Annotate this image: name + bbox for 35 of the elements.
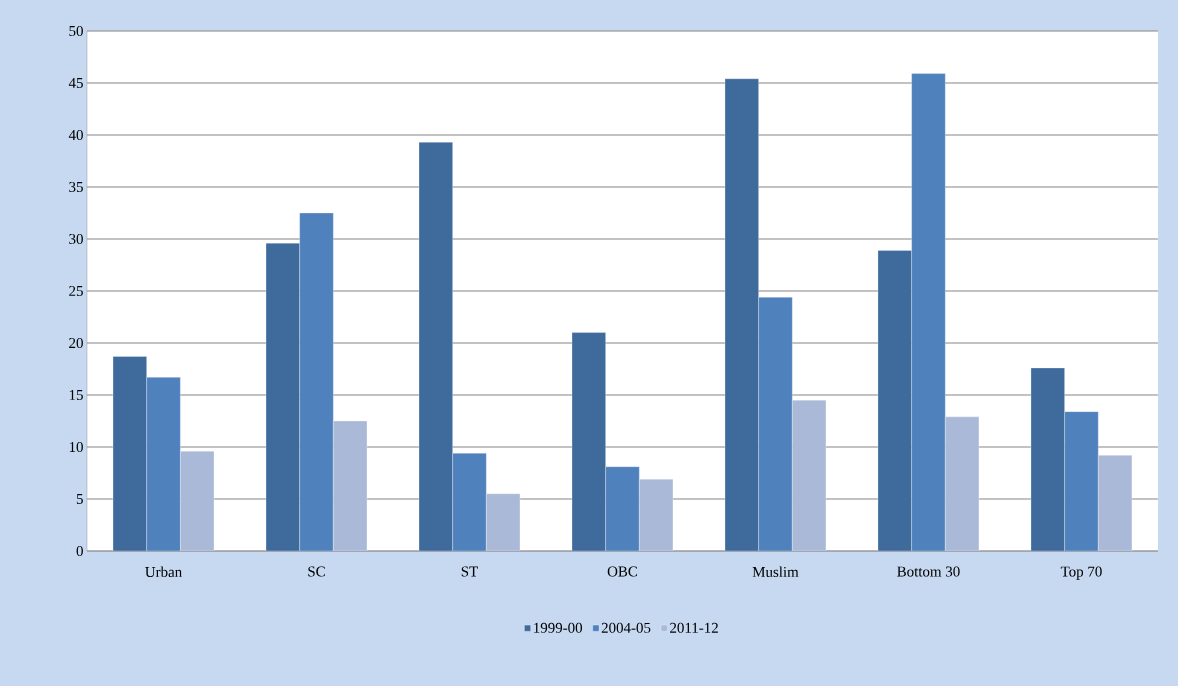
x-tick-label: OBC	[607, 566, 638, 577]
y-tick-label: 0	[76, 545, 83, 557]
bar	[792, 400, 827, 551]
x-tick-label: ST	[461, 566, 478, 577]
bar	[486, 493, 521, 551]
bar	[333, 420, 368, 551]
y-tick-label: 15	[69, 389, 83, 400]
x-tick-label: Muslim	[752, 566, 799, 578]
y-tick-label: 5	[76, 494, 83, 504]
y-tick-label: 40	[68, 129, 83, 141]
bar	[639, 479, 674, 551]
legend-label: 1999-00	[534, 622, 583, 633]
y-tick-label: 50	[69, 25, 83, 37]
bar	[571, 332, 606, 551]
legend-label: 2004-05	[601, 622, 651, 633]
y-tick-label: 30	[69, 233, 83, 245]
x-tick-label: Urban	[145, 566, 182, 578]
bar	[418, 142, 453, 551]
x-tick-label: SC	[308, 566, 325, 577]
y-tick-label: 45	[68, 78, 83, 88]
bar	[265, 242, 300, 551]
bar	[877, 250, 912, 551]
bar	[945, 416, 980, 551]
y-tick-label: 10	[69, 441, 83, 453]
x-tick-label: Bottom 30	[897, 566, 960, 577]
legend-label: 2011-12	[670, 622, 718, 633]
bar	[112, 356, 147, 551]
bar	[724, 78, 759, 551]
bar	[1030, 367, 1065, 551]
bar	[1098, 455, 1133, 551]
y-tick-label: 20	[69, 337, 83, 349]
x-tick-label: Top 70	[1060, 566, 1102, 580]
y-tick-label: 35	[69, 181, 83, 192]
y-tick-label: 25	[69, 285, 83, 296]
bar	[180, 450, 215, 551]
